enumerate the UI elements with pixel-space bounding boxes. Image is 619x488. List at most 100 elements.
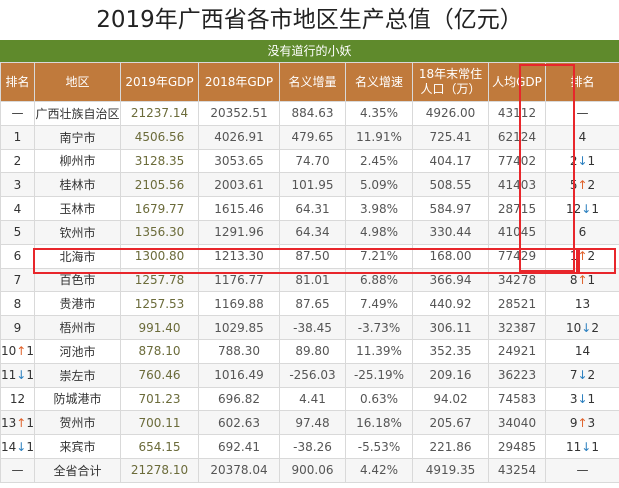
header-gdp-2019: 2019年GDP xyxy=(121,63,199,102)
increase-cell: 900.06 xyxy=(280,458,346,482)
per-capita-gdp-cell: 36223 xyxy=(489,363,546,387)
gdp-2018-cell: 1029.85 xyxy=(199,316,280,340)
growth-cell: -5.53% xyxy=(346,435,413,459)
per-capita-gdp-cell: 77429 xyxy=(489,244,546,268)
region-cell: 钦州市 xyxy=(35,220,121,244)
per-capita-rank-cell: 9↑3 xyxy=(546,411,619,435)
per-capita-gdp-cell: 24921 xyxy=(489,339,546,363)
growth-cell: 6.88% xyxy=(346,268,413,292)
per-capita-rank-cell: — xyxy=(546,102,619,126)
region-cell: 全省合计 xyxy=(35,458,121,482)
per-capita-gdp-cell: 28521 xyxy=(489,292,546,316)
table-row: 5 钦州市 1356.30 1291.96 64.34 4.98% 330.44 41045 6 xyxy=(1,220,619,244)
table-row: 14↓1 来宾市 654.15 692.41 -38.26 -5.53% 221.86 294… xyxy=(1,435,619,459)
gdp-2019-cell: 2105.56 xyxy=(121,173,199,197)
increase-cell: 64.34 xyxy=(280,220,346,244)
per-capita-rank-cell: 7↓2 xyxy=(546,363,619,387)
table-row: 4 玉林市 1679.77 1615.46 64.31 3.98% 584.97 28715 1… xyxy=(1,197,619,221)
per-capita-gdp-cell: 29485 xyxy=(489,435,546,459)
region-cell: 北海市 xyxy=(35,244,121,268)
population-cell: 209.16 xyxy=(413,363,489,387)
rank-cell: — xyxy=(1,102,35,126)
gdp-2019-cell: 3128.35 xyxy=(121,149,199,173)
rank-cell: — xyxy=(1,458,35,482)
increase-cell: 81.01 xyxy=(280,268,346,292)
per-capita-gdp-cell: 34040 xyxy=(489,411,546,435)
population-cell: 4919.35 xyxy=(413,458,489,482)
increase-cell: 89.80 xyxy=(280,339,346,363)
population-cell: 440.92 xyxy=(413,292,489,316)
gdp-2018-cell: 20352.51 xyxy=(199,102,280,126)
per-capita-rank-cell: 6 xyxy=(546,220,619,244)
population-cell: 584.97 xyxy=(413,197,489,221)
gdp-2018-cell: 1176.77 xyxy=(199,268,280,292)
rank-cell: 13↑1 xyxy=(1,411,35,435)
increase-cell: 884.63 xyxy=(280,102,346,126)
per-capita-rank-cell: 5↑2 xyxy=(546,173,619,197)
gdp-2018-cell: 4026.91 xyxy=(199,125,280,149)
table-row: — 全省合计 21278.10 20378.04 900.06 4.42% 4919.35 4… xyxy=(1,458,619,482)
per-capita-rank-cell: 13 xyxy=(546,292,619,316)
gdp-2018-cell: 3053.65 xyxy=(199,149,280,173)
rank-cell: 2 xyxy=(1,149,35,173)
rank-cell: 14↓1 xyxy=(1,435,35,459)
rank-cell: 7 xyxy=(1,268,35,292)
gdp-2019-cell: 1300.80 xyxy=(121,244,199,268)
population-cell: 725.41 xyxy=(413,125,489,149)
header-rank: 排名 xyxy=(1,63,35,102)
gdp-2018-cell: 1016.49 xyxy=(199,363,280,387)
per-capita-rank-cell: 14 xyxy=(546,339,619,363)
gdp-2018-cell: 696.82 xyxy=(199,387,280,411)
population-cell: 508.55 xyxy=(413,173,489,197)
population-cell: 168.00 xyxy=(413,244,489,268)
gdp-2018-cell: 1615.46 xyxy=(199,197,280,221)
rank-cell: 12 xyxy=(1,387,35,411)
table-row: 3 桂林市 2105.56 2003.61 101.95 5.09% 508.55 41403… xyxy=(1,173,619,197)
increase-cell: 479.65 xyxy=(280,125,346,149)
gdp-2019-cell: 1257.78 xyxy=(121,268,199,292)
per-capita-gdp-cell: 28715 xyxy=(489,197,546,221)
per-capita-gdp-cell: 43254 xyxy=(489,458,546,482)
rank-cell: 5 xyxy=(1,220,35,244)
increase-cell: 64.31 xyxy=(280,197,346,221)
gdp-2018-cell: 1169.88 xyxy=(199,292,280,316)
region-cell: 广西壮族自治区 xyxy=(35,102,121,126)
gdp-2018-cell: 1213.30 xyxy=(199,244,280,268)
per-capita-rank-cell: 2↓1 xyxy=(546,149,619,173)
region-cell: 崇左市 xyxy=(35,363,121,387)
growth-cell: 11.91% xyxy=(346,125,413,149)
increase-cell: -38.26 xyxy=(280,435,346,459)
rank-cell: 11↓1 xyxy=(1,363,35,387)
population-cell: 404.17 xyxy=(413,149,489,173)
table-row: 6 北海市 1300.80 1213.30 87.50 7.21% 168.00 77429 1… xyxy=(1,244,619,268)
gdp-2019-cell: 1679.77 xyxy=(121,197,199,221)
region-cell: 防城港市 xyxy=(35,387,121,411)
gdp-2019-cell: 760.46 xyxy=(121,363,199,387)
table-row: 11↓1 崇左市 760.46 1016.49 -256.03 -25.19% 209.16… xyxy=(1,363,619,387)
table-row: 2 柳州市 3128.35 3053.65 74.70 2.45% 404.17 77402 2… xyxy=(1,149,619,173)
header-population: 18年末常住人口（万） xyxy=(413,63,489,102)
gdp-2018-cell: 1291.96 xyxy=(199,220,280,244)
per-capita-gdp-cell: 77402 xyxy=(489,149,546,173)
growth-cell: 4.98% xyxy=(346,220,413,244)
growth-cell: 4.35% xyxy=(346,102,413,126)
rank-cell: 1 xyxy=(1,125,35,149)
per-capita-rank-cell: 12↓1 xyxy=(546,197,619,221)
header-nominal-growth: 名义增速 xyxy=(346,63,413,102)
growth-cell: 4.42% xyxy=(346,458,413,482)
per-capita-gdp-cell: 34278 xyxy=(489,268,546,292)
per-capita-gdp-cell: 41045 xyxy=(489,220,546,244)
rank-cell: 8 xyxy=(1,292,35,316)
per-capita-rank-cell: — xyxy=(546,458,619,482)
increase-cell: 101.95 xyxy=(280,173,346,197)
per-capita-gdp-cell: 74583 xyxy=(489,387,546,411)
growth-cell: 5.09% xyxy=(346,173,413,197)
gdp-2019-cell: 991.40 xyxy=(121,316,199,340)
per-capita-gdp-cell: 62124 xyxy=(489,125,546,149)
gdp-2019-cell: 1356.30 xyxy=(121,220,199,244)
table-row: 13↑1 贺州市 700.11 602.63 97.48 16.18% 205.67 3404… xyxy=(1,411,619,435)
subtitle-banner: 没有道行的小妖 xyxy=(0,40,619,62)
population-cell: 221.86 xyxy=(413,435,489,459)
population-cell: 352.35 xyxy=(413,339,489,363)
header-nominal-increase: 名义增量 xyxy=(280,63,346,102)
